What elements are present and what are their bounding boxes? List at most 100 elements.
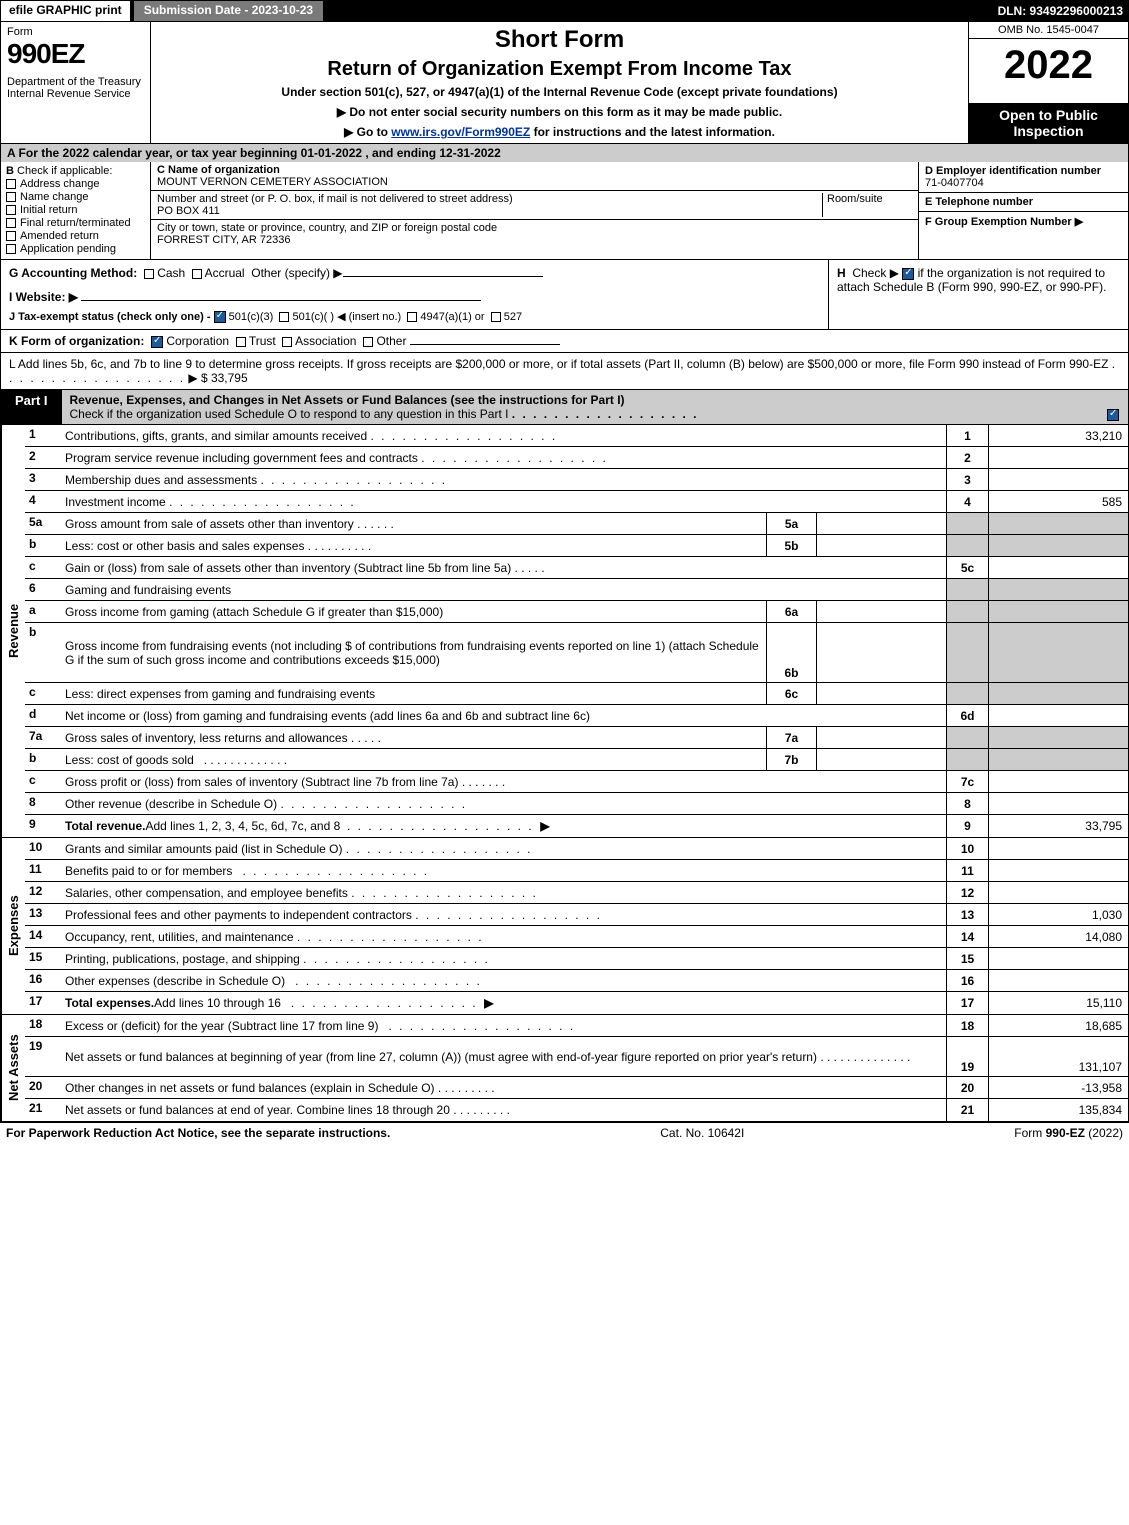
line-num: 15 bbox=[25, 948, 61, 969]
col-val bbox=[988, 771, 1128, 792]
col-val bbox=[988, 623, 1128, 682]
line-desc: Gross sales of inventory, less returns a… bbox=[61, 727, 766, 748]
section-c: C Name of organizationMOUNT VERNON CEMET… bbox=[151, 162, 918, 259]
col-num bbox=[946, 683, 988, 704]
col-val bbox=[988, 601, 1128, 622]
4947-checkbox[interactable] bbox=[407, 312, 417, 322]
col-val bbox=[988, 882, 1128, 903]
col-val: 1,030 bbox=[988, 904, 1128, 925]
website-input[interactable] bbox=[81, 300, 481, 301]
netassets-table: Net Assets 18Excess or (deficit) for the… bbox=[0, 1015, 1129, 1122]
form-header: Form 990EZ Department of the Treasury In… bbox=[0, 22, 1129, 144]
col-num bbox=[946, 623, 988, 682]
k-other-input[interactable] bbox=[410, 344, 560, 345]
col-num: 10 bbox=[946, 838, 988, 859]
name-change-checkbox[interactable] bbox=[6, 192, 16, 202]
address-change-checkbox[interactable] bbox=[6, 179, 16, 189]
omb-label: OMB No. 1545-0047 bbox=[969, 22, 1128, 39]
col-num bbox=[946, 535, 988, 556]
col-val: 18,685 bbox=[988, 1015, 1128, 1036]
org-city: FORREST CITY, AR 72336 bbox=[157, 234, 290, 246]
sub-col: 7a bbox=[766, 727, 816, 748]
line-num: 17 bbox=[25, 992, 61, 1014]
page-footer: For Paperwork Reduction Act Notice, see … bbox=[0, 1122, 1129, 1143]
col-num: 4 bbox=[946, 491, 988, 512]
c-label: C Name of organization bbox=[157, 164, 280, 176]
col-val bbox=[988, 557, 1128, 578]
accrual-checkbox[interactable] bbox=[192, 269, 202, 279]
section-l: L Add lines 5b, 6c, and 7b to line 9 to … bbox=[0, 353, 1129, 390]
line-num: 5a bbox=[25, 513, 61, 534]
k-o3: Association bbox=[295, 334, 356, 348]
efile-button[interactable]: efile GRAPHIC print bbox=[0, 0, 131, 22]
col-num: 12 bbox=[946, 882, 988, 903]
col-num: 9 bbox=[946, 815, 988, 837]
other-checkbox[interactable] bbox=[363, 337, 373, 347]
application-pending-checkbox[interactable] bbox=[6, 244, 16, 254]
j-o2: 501(c)( ) ◀ (insert no.) bbox=[292, 311, 401, 323]
return-title: Return of Organization Exempt From Incom… bbox=[161, 58, 958, 81]
e-label: E Telephone number bbox=[925, 196, 1033, 208]
initial-return-checkbox[interactable] bbox=[6, 205, 16, 215]
col-val bbox=[988, 727, 1128, 748]
h-check: Check ▶ bbox=[852, 266, 899, 280]
line-num: 13 bbox=[25, 904, 61, 925]
line-desc: Other changes in net assets or fund bala… bbox=[61, 1077, 946, 1098]
sub-val bbox=[816, 513, 946, 534]
cash-checkbox[interactable] bbox=[144, 269, 154, 279]
section-h: H Check ▶ if the organization is not req… bbox=[828, 260, 1128, 329]
line-desc: Salaries, other compensation, and employ… bbox=[61, 882, 946, 903]
sub-val bbox=[816, 601, 946, 622]
k-o1: Corporation bbox=[166, 334, 229, 348]
section-k: K Form of organization: Corporation Trus… bbox=[0, 330, 1129, 353]
j-o1: 501(c)(3) bbox=[229, 311, 274, 323]
amended-return-checkbox[interactable] bbox=[6, 231, 16, 241]
line-num: c bbox=[25, 771, 61, 792]
501c-checkbox[interactable] bbox=[279, 312, 289, 322]
k-o2: Trust bbox=[249, 334, 276, 348]
col-num: 6d bbox=[946, 705, 988, 726]
sub-col: 6b bbox=[766, 623, 816, 682]
g-label: G Accounting Method: bbox=[9, 266, 137, 280]
section-def: D Employer identification number71-04077… bbox=[918, 162, 1128, 259]
corp-checkbox[interactable] bbox=[151, 336, 163, 348]
sub-col: 6a bbox=[766, 601, 816, 622]
submission-date-button[interactable]: Submission Date - 2023-10-23 bbox=[133, 0, 324, 22]
col-num bbox=[946, 727, 988, 748]
other-specify-input[interactable] bbox=[343, 276, 543, 277]
dln-label: DLN: 93492296000213 bbox=[998, 4, 1129, 18]
block-bcdef: B Check if applicable: Address change Na… bbox=[0, 162, 1129, 260]
col-val bbox=[988, 860, 1128, 881]
expenses-side-label: Expenses bbox=[1, 838, 25, 1014]
line-num: c bbox=[25, 683, 61, 704]
final-return-checkbox[interactable] bbox=[6, 218, 16, 228]
line-desc: Other revenue (describe in Schedule O) bbox=[61, 793, 946, 814]
irs-link[interactable]: www.irs.gov/Form990EZ bbox=[391, 125, 530, 139]
addr-label: Number and street (or P. O. box, if mail… bbox=[157, 193, 513, 205]
col-num: 19 bbox=[946, 1037, 988, 1076]
b4: Final return/terminated bbox=[20, 217, 131, 229]
j-label: J Tax-exempt status (check only one) - bbox=[9, 311, 211, 323]
block-ghij: G Accounting Method: Cash Accrual Other … bbox=[0, 260, 1129, 330]
527-checkbox[interactable] bbox=[491, 312, 501, 322]
note-1: ▶ Do not enter social security numbers o… bbox=[161, 105, 958, 119]
col-num: 16 bbox=[946, 970, 988, 991]
h-checkbox[interactable] bbox=[902, 268, 914, 280]
revenue-side-label: Revenue bbox=[1, 425, 25, 837]
col-val: 33,795 bbox=[988, 815, 1128, 837]
line-num: 9 bbox=[25, 815, 61, 837]
501c3-checkbox[interactable] bbox=[214, 311, 226, 323]
org-addr: PO BOX 411 bbox=[157, 205, 220, 217]
short-form-title: Short Form bbox=[161, 26, 958, 54]
top-left: efile GRAPHIC print Submission Date - 20… bbox=[0, 0, 324, 22]
line-num: 2 bbox=[25, 447, 61, 468]
line-num: 21 bbox=[25, 1099, 61, 1121]
col-val bbox=[988, 683, 1128, 704]
g-other: Other (specify) ▶ bbox=[251, 266, 342, 280]
line-num: 14 bbox=[25, 926, 61, 947]
schedule-o-checkbox[interactable] bbox=[1107, 409, 1119, 421]
sub-col: 5a bbox=[766, 513, 816, 534]
note-2: ▶ Go to www.irs.gov/Form990EZ for instru… bbox=[161, 125, 958, 139]
assoc-checkbox[interactable] bbox=[282, 337, 292, 347]
trust-checkbox[interactable] bbox=[236, 337, 246, 347]
